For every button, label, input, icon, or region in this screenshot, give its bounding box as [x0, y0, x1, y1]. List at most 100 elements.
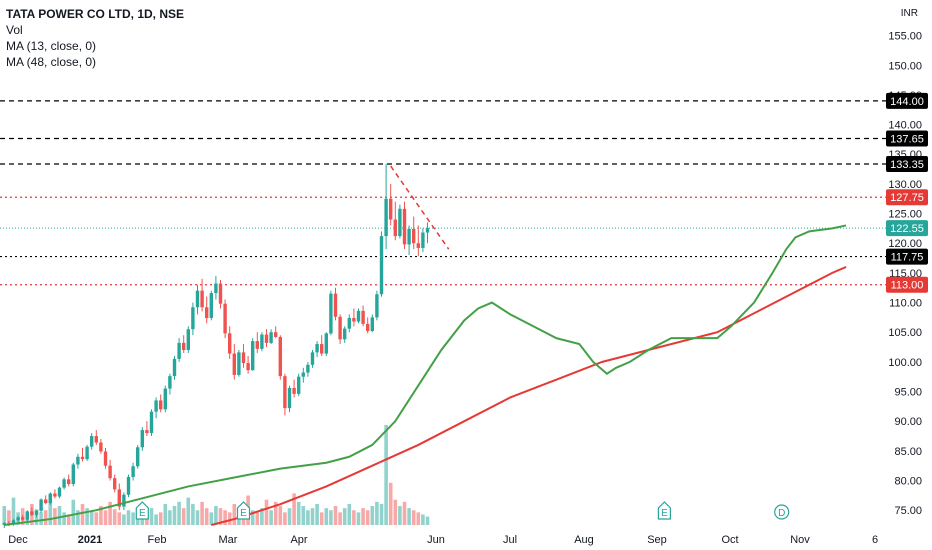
candle-body — [67, 479, 71, 485]
candle-body — [172, 358, 177, 377]
volume-bar — [7, 510, 11, 525]
volume-bar — [117, 512, 122, 525]
y-tick-label: 75.00 — [894, 505, 922, 517]
candle-body — [251, 341, 255, 371]
event-marker-label: D — [778, 508, 785, 519]
volume-bar — [301, 506, 306, 525]
volume-bar — [76, 510, 80, 525]
volume-bar — [2, 506, 7, 525]
candle-body — [163, 388, 167, 410]
x-tick-label: Apr — [290, 534, 307, 546]
level-badge — [886, 276, 928, 293]
volume-bar — [177, 501, 181, 525]
candle-body — [421, 232, 425, 248]
volume-bar — [200, 501, 204, 525]
candle-body — [416, 243, 420, 248]
volume-bar — [379, 503, 384, 525]
candle-body — [200, 290, 204, 308]
volume-bar — [122, 514, 126, 525]
candle-body — [366, 323, 370, 332]
candle-body — [389, 198, 393, 220]
candle-body — [71, 464, 75, 485]
candle-body — [370, 317, 374, 332]
volume-bar — [172, 506, 177, 525]
level-label: 133.35 — [890, 159, 924, 171]
volume-bar — [278, 506, 283, 525]
level-badge — [886, 248, 928, 265]
candle-body — [393, 219, 397, 237]
x-tick-label: 6 — [872, 534, 878, 546]
x-tick-label: Oct — [721, 534, 738, 546]
candle-body — [375, 294, 379, 318]
level-label: 137.65 — [890, 134, 924, 146]
trendline — [390, 165, 450, 250]
volume-bar — [181, 508, 186, 525]
candle-body — [292, 387, 296, 394]
candle-body — [338, 316, 342, 340]
candle-body — [425, 228, 430, 233]
y-tick-label: 95.00 — [894, 387, 922, 399]
y-tick-label: 110.00 — [889, 298, 922, 310]
event-marker-label: E — [661, 508, 668, 519]
volume-bar — [218, 508, 223, 525]
price-axis: 75.00 80.00 85.00 90.00 95.00 100.00 105.00 110… — [886, 8, 928, 517]
candle-body — [154, 400, 158, 412]
volume-bar — [255, 512, 260, 525]
volume-bar — [43, 510, 48, 525]
volume-bar — [375, 501, 379, 525]
last-price-badge — [886, 220, 928, 237]
level-label: 113.00 — [891, 280, 924, 292]
volume-bar — [365, 510, 370, 525]
dividend-marker — [774, 504, 790, 520]
candle-body — [177, 342, 181, 359]
y-tick-label: 90.00 — [894, 416, 922, 428]
volume-bar — [195, 510, 200, 525]
volume-bar — [393, 499, 398, 525]
volume-bar — [126, 510, 131, 525]
candle-body — [117, 489, 121, 507]
candle-body — [122, 494, 126, 507]
currency-label: INR — [901, 8, 918, 19]
candle-body — [205, 307, 209, 318]
candle-body — [57, 487, 62, 497]
level-label: 144.00 — [890, 96, 924, 108]
candle-body — [269, 332, 273, 343]
volume-bar — [306, 510, 310, 525]
candle-body — [343, 328, 347, 340]
candlesticks — [2, 163, 430, 528]
y-tick-label: 130.00 — [888, 179, 922, 191]
volume-bar — [214, 506, 218, 525]
y-tick-label: 85.00 — [894, 446, 922, 458]
chart-legend: TATA POWER CO LTD, 1D, NSE Vol MA (13, c… — [6, 6, 184, 70]
volume-bar — [186, 497, 191, 525]
horizontal-levels — [0, 100, 886, 286]
legend-ma48: MA (48, close, 0) — [6, 55, 97, 69]
x-tick-label: 2021 — [78, 534, 102, 546]
volume-bar — [232, 503, 237, 525]
candle-body — [407, 228, 411, 245]
candle-body — [333, 293, 338, 317]
volume-bar — [292, 493, 296, 525]
level-badge — [886, 156, 928, 173]
volume-bar — [260, 508, 264, 525]
candle-body — [126, 476, 131, 495]
volume-bar — [89, 511, 94, 525]
volume-bar — [48, 495, 53, 525]
candle-body — [44, 499, 48, 504]
y-tick-label: 120.00 — [888, 238, 922, 250]
level-badge — [886, 130, 928, 147]
candle-body — [168, 376, 172, 389]
volume-bar — [296, 501, 301, 525]
candle-body — [356, 310, 361, 322]
y-tick-label: 155.00 — [888, 31, 922, 43]
candle-body — [283, 376, 287, 409]
volume-bar — [329, 510, 333, 525]
x-tick-label: Sep — [647, 534, 667, 546]
candle-body — [223, 303, 227, 334]
candle-body — [241, 352, 246, 364]
volume-bar — [273, 501, 278, 525]
volume-bar — [209, 512, 214, 525]
y-tick-label: 100.00 — [888, 357, 922, 369]
candle-body — [113, 478, 117, 490]
